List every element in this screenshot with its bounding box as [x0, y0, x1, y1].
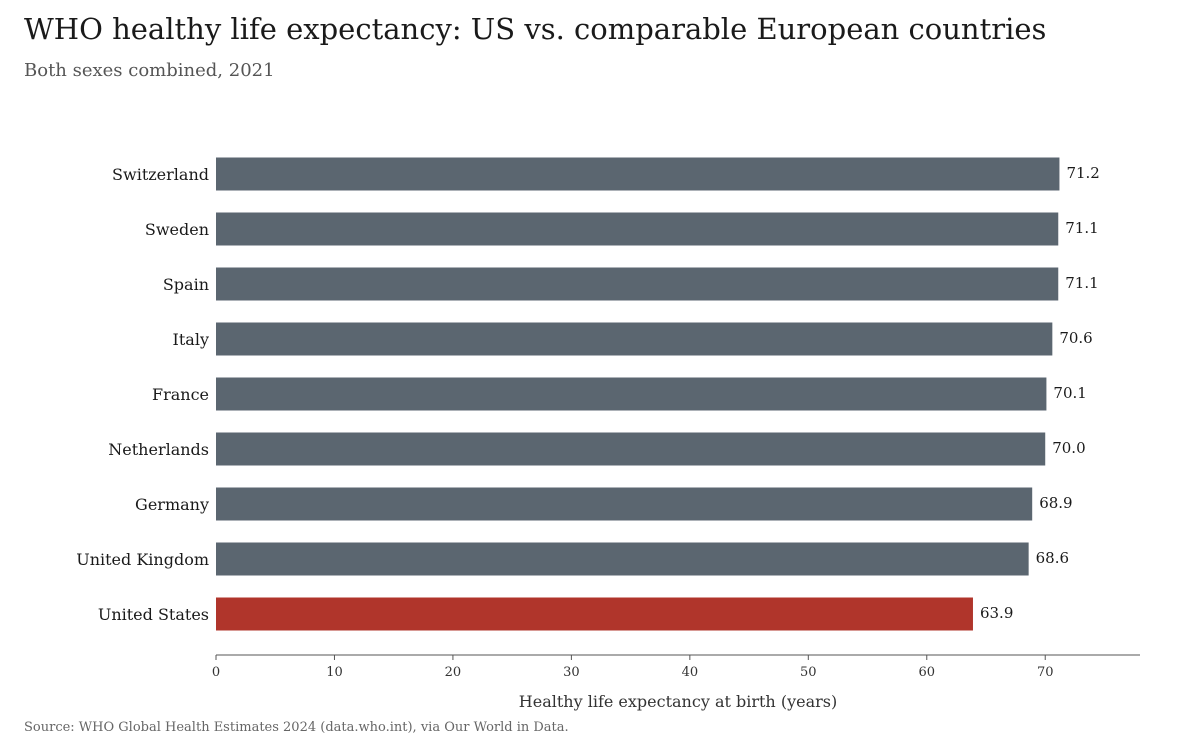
- x-tick-label: 60: [918, 665, 935, 680]
- chart-subtitle: Both sexes combined, 2021: [24, 60, 275, 81]
- value-label: 71.1: [1065, 219, 1098, 237]
- x-axis: 0 10 20 30 40 50 60 70: [212, 654, 1140, 680]
- category-label: United States: [98, 605, 209, 624]
- x-tick-label: 70: [1037, 665, 1054, 680]
- category-label: Sweden: [145, 220, 209, 239]
- bar-switzerland: [216, 157, 1060, 191]
- category-label: France: [152, 385, 209, 404]
- value-label: 70.0: [1052, 439, 1085, 457]
- bar-sweden: [216, 212, 1059, 246]
- value-label: 71.2: [1066, 164, 1099, 182]
- chart-title: WHO healthy life expectancy: US vs. comp…: [24, 12, 1047, 46]
- category-labels: Switzerland Sweden Spain Italy France Netherl…: [76, 165, 209, 624]
- bar-france: [216, 377, 1047, 411]
- value-label: 68.6: [1036, 549, 1069, 567]
- category-label: United Kingdom: [76, 550, 209, 569]
- value-labels: 71.2 71.1 71.1 70.6 70.1 70.0 68.9 68.6 63.9: [980, 164, 1100, 622]
- bar-spain: [216, 267, 1059, 301]
- bars-group: [216, 157, 1060, 631]
- x-tick-label: 40: [682, 665, 699, 680]
- bar-netherlands: [216, 432, 1046, 466]
- category-label: Spain: [163, 275, 209, 294]
- x-tick-label: 10: [326, 665, 343, 680]
- category-label: Germany: [135, 495, 209, 514]
- value-label: 71.1: [1065, 274, 1098, 292]
- bar-united-states: [216, 597, 973, 631]
- x-tick-label: 50: [800, 665, 817, 680]
- value-label: 68.9: [1039, 494, 1072, 512]
- x-axis-title: Healthy life expectancy at birth (years): [519, 692, 837, 711]
- value-label: 70.6: [1059, 329, 1092, 347]
- bar-italy: [216, 322, 1053, 356]
- category-label: Netherlands: [108, 440, 209, 459]
- x-tick-label: 20: [445, 665, 462, 680]
- category-label: Italy: [173, 330, 209, 349]
- value-label: 63.9: [980, 604, 1013, 622]
- source-note: Source: WHO Global Health Estimates 2024…: [24, 720, 569, 735]
- bar-united-kingdom: [216, 542, 1029, 576]
- x-tick-label: 0: [212, 665, 220, 680]
- bar-germany: [216, 487, 1033, 521]
- category-label: Switzerland: [112, 165, 209, 184]
- value-label: 70.1: [1053, 384, 1086, 402]
- x-tick-label: 30: [563, 665, 580, 680]
